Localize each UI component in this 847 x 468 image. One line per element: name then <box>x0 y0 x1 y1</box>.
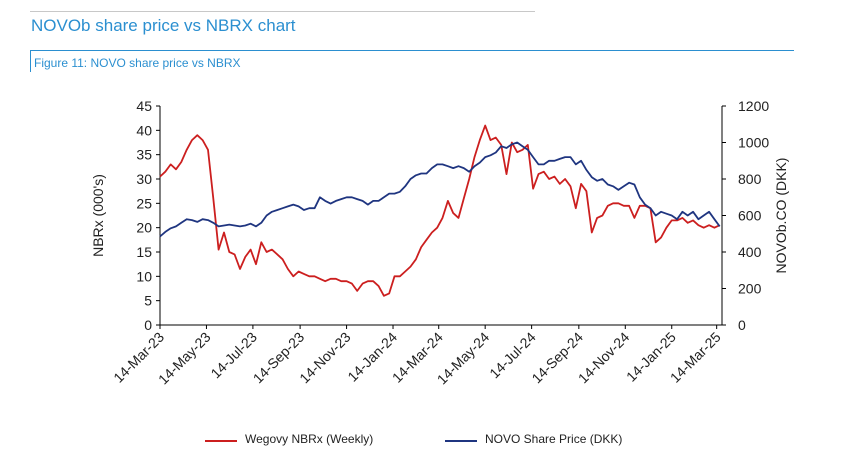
y-left-tick-label: 35 <box>136 147 152 163</box>
figure-title: Figure 11: NOVO share price vs NBRX <box>34 56 241 70</box>
top-rule <box>30 11 535 12</box>
page-heading: NOVOb share price vs NBRX chart <box>31 16 296 35</box>
figure-rule-tick <box>30 50 31 72</box>
y-right-tick-label: 800 <box>738 171 762 187</box>
legend-label-wegovy: Wegovy NBRx (Weekly) <box>245 432 374 446</box>
series-line-wegovy-nbrx <box>159 124 721 297</box>
y-left-tick-label: 20 <box>136 220 152 236</box>
y-left-tick-label: 0 <box>144 317 152 333</box>
series-line-novo-share-price <box>159 141 721 238</box>
y-left-tick-label: 10 <box>136 268 152 284</box>
y-left-tick-label: 40 <box>136 122 152 138</box>
chart-legend: Wegovy NBRx (Weekly) NOVO Share Price (D… <box>0 432 847 448</box>
y-right-tick-label: 600 <box>738 208 762 224</box>
legend-swatch-wegovy <box>205 440 237 442</box>
x-tick-label: 14-Nov-23 <box>296 329 354 387</box>
y-right-tick-label: 1200 <box>738 98 769 114</box>
y-right-tick-label: 1000 <box>738 135 769 151</box>
legend-label-novo: NOVO Share Price (DKK) <box>485 432 623 446</box>
y-left-tick-label: 25 <box>136 195 152 211</box>
legend-swatch-novo <box>445 440 477 442</box>
y-right-tick-label: 400 <box>738 244 762 260</box>
y-right-tick-label: 200 <box>738 281 762 297</box>
x-tick-label: 14-Nov-24 <box>575 329 633 387</box>
y-left-tick-label: 30 <box>136 171 152 187</box>
y-right-axis-title: NOVOb.CO (DKK) <box>773 158 789 274</box>
y-left-tick-label: 15 <box>136 244 152 260</box>
y-left-axis-title: NBRx (000's) <box>90 174 106 257</box>
y-left-tick-label: 45 <box>136 98 152 114</box>
y-left-tick-label: 5 <box>144 293 152 309</box>
y-right-tick-label: 0 <box>738 317 746 333</box>
figure-rule <box>30 50 794 51</box>
